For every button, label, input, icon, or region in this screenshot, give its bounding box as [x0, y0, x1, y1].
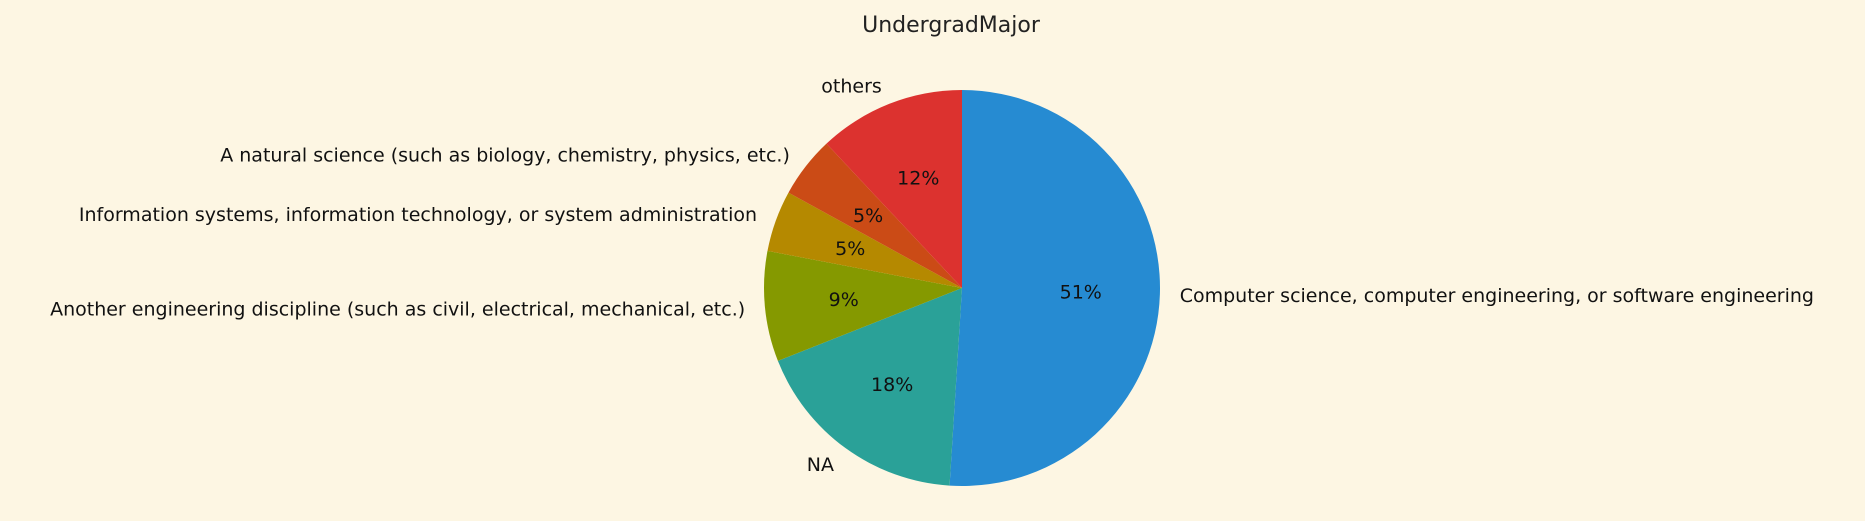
slice-category-label: Another engineering discipline (such as … — [50, 298, 745, 320]
slice-percent-label: 12% — [897, 168, 939, 190]
slice-percent-label: 18% — [871, 374, 913, 396]
slice-category-label: others — [821, 75, 882, 97]
chart-title: UndergradMajor — [862, 13, 1041, 38]
slice-percent-label: 5% — [853, 205, 883, 227]
percent-labels: 51% 18% 9% 5% 5% 12% — [829, 168, 1102, 397]
slice-category-label: Computer science, computer engineering, … — [1180, 285, 1814, 307]
pie-slice — [788, 143, 962, 288]
slice-category-label: Information systems, information technol… — [79, 204, 757, 226]
slice-percent-label: 5% — [835, 238, 865, 260]
pie-slice — [763, 250, 962, 361]
slice-percent-label: 51% — [1060, 282, 1102, 304]
slice-percent-label: 9% — [829, 289, 859, 311]
slice-category-label: NA — [807, 454, 834, 476]
pie-slice — [826, 90, 962, 288]
pie-slice — [949, 90, 1161, 487]
pie-slices — [763, 90, 1161, 487]
slice-category-label: A natural science (such as biology, chem… — [220, 145, 790, 167]
pie-slice — [767, 192, 962, 288]
slice-labels: Computer science, computer engineering, … — [50, 75, 1814, 476]
pie-slice — [777, 288, 962, 486]
